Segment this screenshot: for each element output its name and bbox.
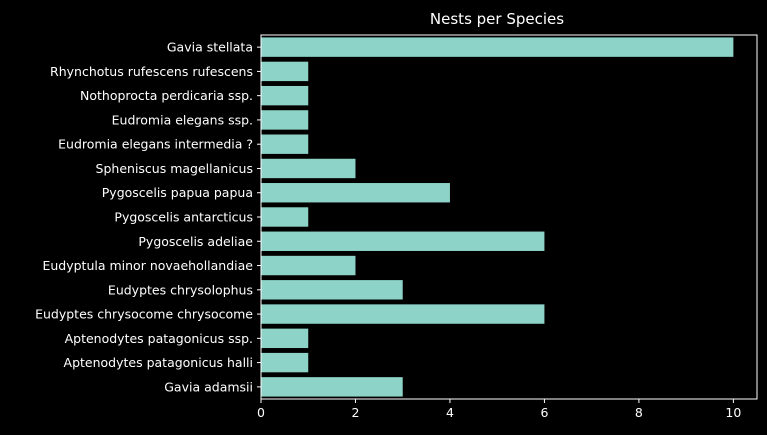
y-tick-label: Gavia stellata	[167, 40, 253, 55]
bar-1	[261, 61, 309, 82]
bar-10	[261, 280, 403, 300]
y-tick-label: Eudyptula minor novaehollandiae	[42, 258, 253, 273]
bar-11	[261, 304, 545, 324]
x-tick-label: 8	[635, 405, 643, 420]
y-tick-label: Pygoscelis adeliae	[138, 234, 253, 249]
y-tick-label: Aptenodytes patagonicus halli	[64, 355, 253, 370]
bar-6	[261, 183, 450, 203]
y-tick-label: Aptenodytes patagonicus ssp.	[65, 331, 253, 346]
y-tick-label: Rhynchotus rufescens rufescens	[50, 64, 253, 79]
chart-title: Nests per Species	[430, 10, 564, 28]
bar-12	[261, 328, 309, 349]
y-tick-label: Eudromia elegans intermedia ?	[58, 137, 253, 152]
bar-5	[261, 158, 356, 179]
bar-8	[261, 231, 545, 251]
bar-14	[261, 377, 403, 397]
x-tick-labels: 0 2 4 6 8 10	[257, 399, 741, 420]
x-tick-label: 4	[446, 405, 454, 420]
y-tick-label: Gavia adamsii	[164, 379, 253, 394]
y-tick-label: Eudyptes chrysolophus	[108, 282, 253, 297]
bar-3	[261, 110, 309, 130]
bar-9	[261, 255, 356, 276]
y-tick-label: Spheniscus magellanicus	[96, 161, 253, 176]
y-tick-label: Eudromia elegans ssp.	[112, 112, 253, 127]
y-tick-labels: Gavia stellata Rhynchotus rufescens rufes…	[35, 40, 261, 394]
y-tick-label: Eudyptes chrysocome chrysocome	[35, 307, 253, 322]
bar-2	[261, 85, 309, 106]
x-tick-label: 6	[540, 405, 548, 420]
axes-frame	[260, 34, 758, 400]
bar-0	[261, 37, 734, 57]
bar-13	[261, 352, 309, 373]
bars-group	[261, 37, 734, 397]
plot-frame	[260, 34, 758, 400]
x-tick-label: 2	[351, 405, 359, 420]
bar-4	[261, 134, 309, 154]
y-tick-label: Nothoprocta perdicaria ssp.	[80, 88, 253, 103]
x-tick-label: 0	[257, 405, 265, 420]
y-tick-label: Pygoscelis papua papua	[102, 185, 253, 200]
bar-7	[261, 207, 309, 227]
x-tick-label: 10	[725, 405, 741, 420]
y-tick-label: Pygoscelis antarcticus	[114, 210, 253, 225]
